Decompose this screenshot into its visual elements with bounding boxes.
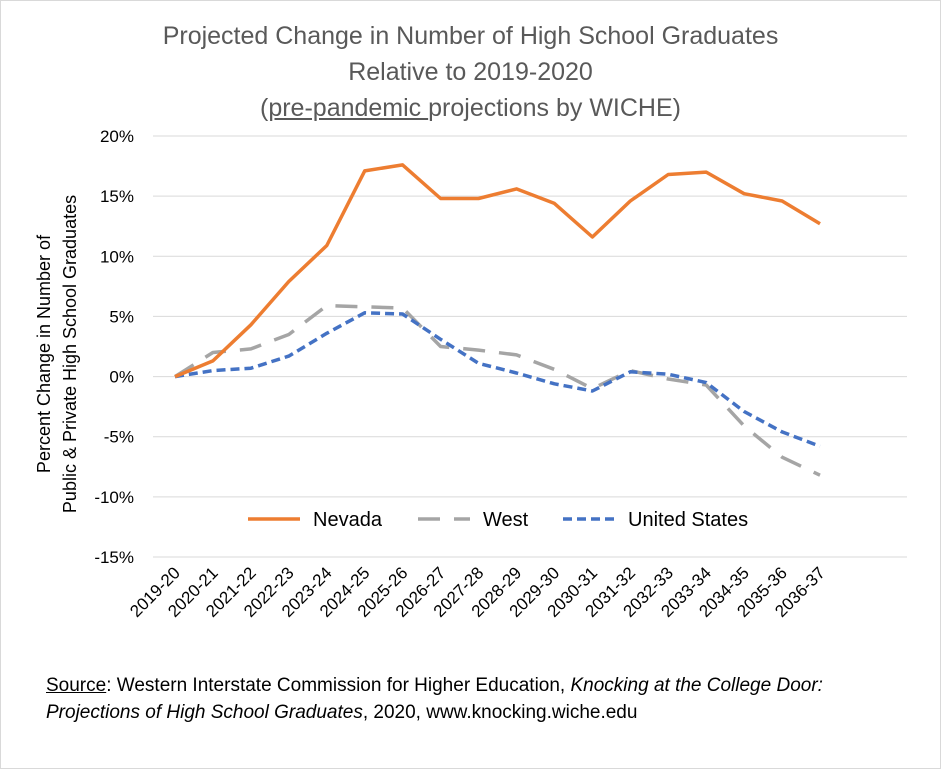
y-tick-label: 0%	[109, 368, 134, 387]
legend-label-nevada: Nevada	[313, 509, 383, 531]
y-tick-label: 10%	[100, 247, 134, 266]
title-line-3-open: (	[260, 94, 269, 122]
title-line-1: Projected Change in Number of High Schoo…	[162, 22, 779, 50]
y-tick-label: -5%	[104, 428, 134, 447]
title-line-2: Relative to 2019-2020	[348, 58, 593, 86]
y-axis-label-line-1: Percent Change in Number of	[34, 234, 54, 473]
y-tick-label: 5%	[109, 307, 134, 326]
title-underlined-part: pre-pandemic	[268, 94, 429, 122]
y-tick-label: -10%	[94, 488, 134, 507]
title-line-3: (pre-pandemic projections by WICHE)	[0, 90, 941, 126]
series-line-west	[174, 303, 821, 477]
y-axis-ticks: 20% 15% 10% 5% 0% -5% -10% -15%	[94, 127, 134, 567]
legend-label-united-states: United States	[628, 509, 748, 531]
title-line-3-rest: projections by WICHE)	[428, 94, 681, 122]
y-tick-label: 15%	[100, 187, 134, 206]
y-tick-label: 20%	[100, 127, 134, 146]
x-axis-ticks: 2019-202020-212021-222022-232023-242024-…	[126, 563, 829, 621]
series-line-nevada	[174, 163, 821, 379]
series-lines	[174, 163, 821, 477]
line-chart: 20% 15% 10% 5% 0% -5% -10% -15% 2019-202020-212…	[34, 127, 907, 621]
series-line-united-states	[174, 311, 821, 448]
source-text-1: : Western Interstate Commission for High…	[106, 675, 571, 696]
gridlines	[153, 135, 907, 558]
source-note: Source: Western Interstate Commission fo…	[46, 672, 906, 726]
source-label: Source	[46, 675, 107, 696]
source-title-italic: Knocking at the College Door: Projection…	[46, 675, 823, 723]
source-text-2: , 2020, www.knocking.wiche.edu	[362, 702, 638, 723]
y-tick-label: -15%	[94, 548, 134, 567]
legend: Nevada West United States	[248, 509, 748, 531]
y-axis-label-line-2: Public & Private High School Graduates	[60, 195, 80, 513]
chart-title: Projected Change in Number of High Schoo…	[0, 18, 941, 126]
y-axis-label: Percent Change in Number of Public & Pri…	[34, 195, 80, 513]
legend-label-west: West	[483, 509, 529, 531]
